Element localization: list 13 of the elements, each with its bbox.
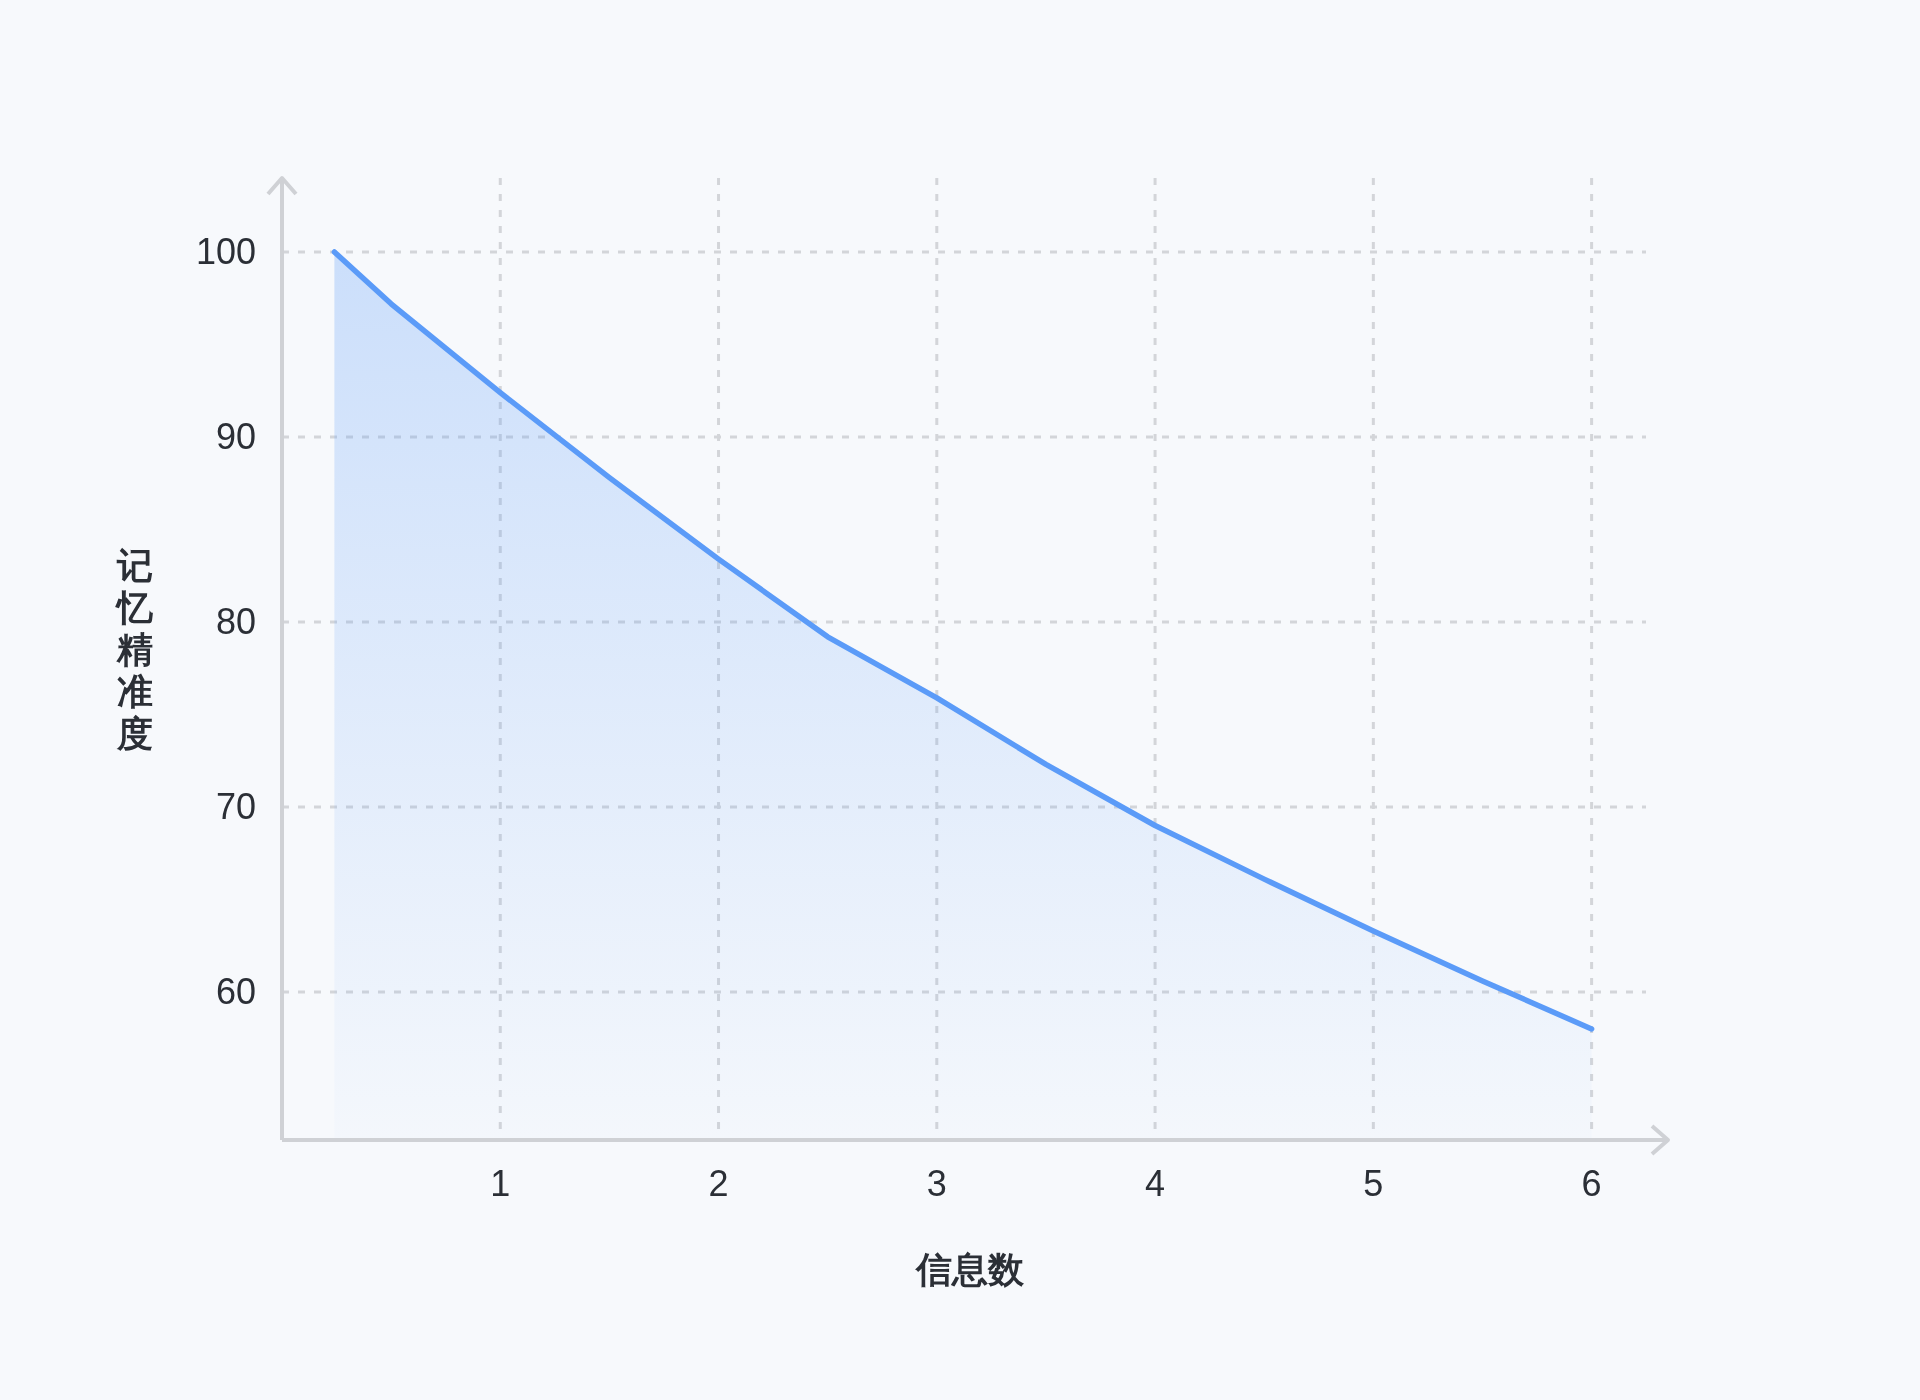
x-tick-label: 1 (490, 1163, 511, 1204)
x-tick-label: 5 (1363, 1163, 1384, 1204)
x-tick-label: 3 (926, 1163, 947, 1204)
y-axis-title: 记忆精准度 (115, 545, 153, 754)
y-tick-label: 90 (215, 416, 256, 457)
y-tick-label: 70 (215, 786, 256, 827)
y-tick-label: 100 (195, 231, 256, 272)
x-axis-title: 信息数 (914, 1249, 1025, 1290)
y-tick-label: 60 (215, 971, 256, 1012)
x-tick-label: 2 (708, 1163, 729, 1204)
x-tick-label: 6 (1581, 1163, 1602, 1204)
y-tick-label: 80 (215, 601, 256, 642)
x-tick-label: 4 (1145, 1163, 1166, 1204)
